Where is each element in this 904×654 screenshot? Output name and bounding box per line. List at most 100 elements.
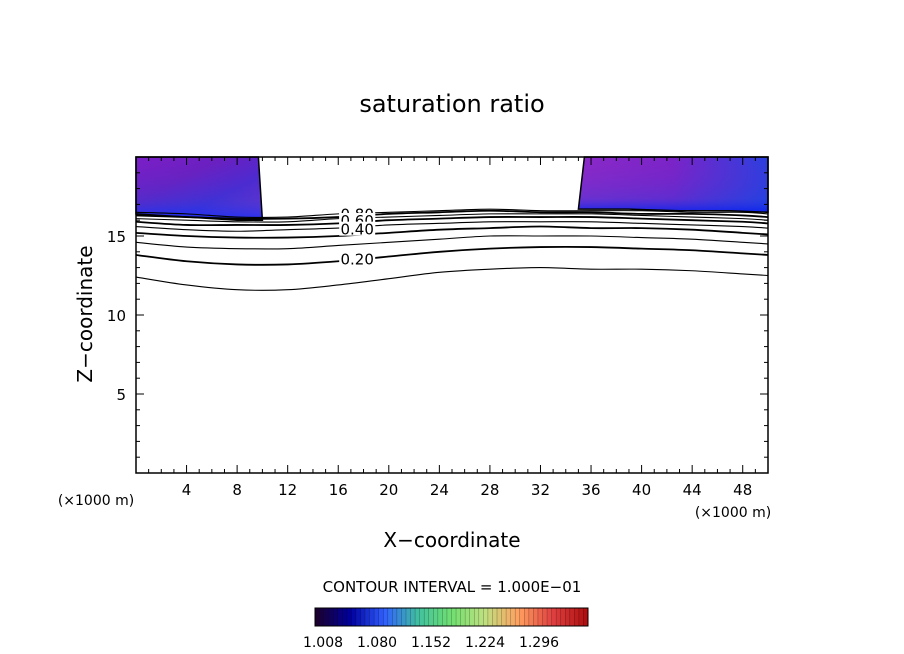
colorbar-stripe — [437, 608, 443, 626]
colorbar-frame — [314, 607, 589, 627]
contour-interval-text: CONTOUR INTERVAL = 1.000E−01 — [323, 578, 582, 596]
colorbar-stripe — [533, 608, 539, 626]
colorbar-stripe — [315, 608, 320, 626]
plot-area: 0.800.600.400.20481216202428323640444851… — [107, 156, 769, 499]
colorbar-stripe — [551, 608, 557, 626]
colorbar-stripe — [524, 608, 530, 626]
colorbar-stripe — [342, 608, 348, 626]
contour-line-0.9 — [135, 208, 769, 218]
colorbar-stripe — [497, 608, 502, 626]
colorbar-stripe — [556, 608, 561, 626]
colorbar-stripe — [460, 608, 466, 626]
colorbar-stripe — [469, 608, 475, 626]
y-axis-label: Z−coordinate — [73, 245, 97, 382]
colorbar-stripe — [528, 608, 534, 626]
shaded-region-left-overlay — [136, 157, 263, 221]
contour-line-0.2 — [135, 245, 769, 266]
contour-line-0.4 — [135, 225, 769, 239]
colorbar-stripe — [396, 608, 402, 626]
contour-label: 0.20 — [340, 251, 373, 269]
x-axis-label: X−coordinate — [383, 528, 520, 552]
colorbar-stripe — [337, 608, 343, 626]
colorbar-stripe — [419, 608, 425, 626]
colorbar-stripe — [542, 608, 548, 626]
x-unit-right: (×1000 m) — [695, 505, 771, 521]
colorbar-stripe — [565, 608, 571, 626]
colorbar-stripe — [333, 608, 339, 626]
colorbar-stripe — [442, 608, 448, 626]
x-tick-label: 48 — [733, 481, 752, 499]
colorbar-stripe — [346, 608, 352, 626]
colorbar-stripe — [378, 608, 384, 626]
colorbar-stripe — [456, 608, 461, 626]
colorbar-stripe — [569, 608, 575, 626]
x-tick-label: 4 — [182, 481, 192, 499]
colorbar-tick-label: 1.008 — [303, 635, 343, 651]
colorbar: 1.008 1.080 1.152 1.224 1.296 — [303, 607, 589, 651]
contour-label: 0.40 — [340, 221, 373, 239]
colorbar-stripe — [446, 608, 452, 626]
colorbar-stripe — [501, 608, 507, 626]
colorbar-stripe — [515, 608, 521, 626]
x-tick-label: 16 — [329, 481, 348, 499]
colorbar-stripe — [328, 608, 334, 626]
contour-line-0.8 — [135, 209, 769, 220]
colorbar-stripe — [506, 608, 511, 626]
x-tick-label: 44 — [683, 481, 702, 499]
colorbar-stripe — [560, 608, 566, 626]
contour-line-0.1 — [135, 267, 769, 291]
x-unit-left: (×1000 m) — [58, 493, 134, 509]
colorbar-stripe — [360, 608, 366, 626]
colorbar-stripe — [492, 608, 498, 626]
colorbar-stripe — [410, 608, 416, 626]
colorbar-stripe — [583, 608, 589, 626]
x-tick-label: 24 — [430, 481, 449, 499]
x-tick-label: 32 — [531, 481, 550, 499]
colorbar-tick-label: 1.080 — [357, 635, 397, 651]
contour-line-0.3 — [135, 235, 769, 250]
colorbar-stripe — [424, 608, 430, 626]
colorbar-stripe — [387, 608, 393, 626]
colorbar-stripe — [474, 608, 480, 626]
colorbar-stripe — [351, 608, 357, 626]
x-tick-label: 28 — [480, 481, 499, 499]
colorbar-stripe — [433, 608, 439, 626]
colorbar-stripe — [428, 608, 434, 626]
colorbar-stripe — [324, 608, 329, 626]
colorbar-stripe — [547, 608, 552, 626]
colorbar-stripe — [510, 608, 516, 626]
contour-line-0.5 — [135, 221, 769, 232]
colorbar-stripe — [415, 608, 420, 626]
colorbar-stripe — [369, 608, 375, 626]
colorbar-tick-label: 1.296 — [519, 635, 559, 651]
y-tick-label: 15 — [107, 228, 126, 246]
colorbar-stripe — [578, 608, 584, 626]
x-tick-label: 20 — [379, 481, 398, 499]
colorbar-stripe — [383, 608, 389, 626]
shaded-region-right-overlay — [578, 157, 768, 213]
y-tick-label: 5 — [116, 386, 126, 404]
colorbar-stripe — [487, 608, 493, 626]
colorbar-stripe — [365, 608, 370, 626]
contour-label-bg — [339, 251, 376, 266]
colorbar-stripe — [519, 608, 525, 626]
y-tick-label: 10 — [107, 307, 126, 325]
colorbar-stripe — [374, 608, 379, 626]
colorbar-stripe — [401, 608, 407, 626]
x-tick-label: 12 — [278, 481, 297, 499]
x-tick-label: 8 — [232, 481, 242, 499]
chart-title: saturation ratio — [359, 90, 544, 118]
colorbar-stripe — [537, 608, 543, 626]
colorbar-stripe — [319, 608, 325, 626]
colorbar-stripe — [355, 608, 361, 626]
contour-line-0.7 — [135, 213, 769, 223]
contour-label-bg — [339, 221, 376, 236]
colorbar-stripe — [406, 608, 411, 626]
x-tick-label: 40 — [632, 481, 651, 499]
contour-line-0.6 — [135, 216, 769, 227]
colorbar-stripe — [483, 608, 489, 626]
colorbar-stripe — [451, 608, 457, 626]
colorbar-stripe — [478, 608, 484, 626]
colorbar-tick-label: 1.152 — [411, 635, 451, 651]
